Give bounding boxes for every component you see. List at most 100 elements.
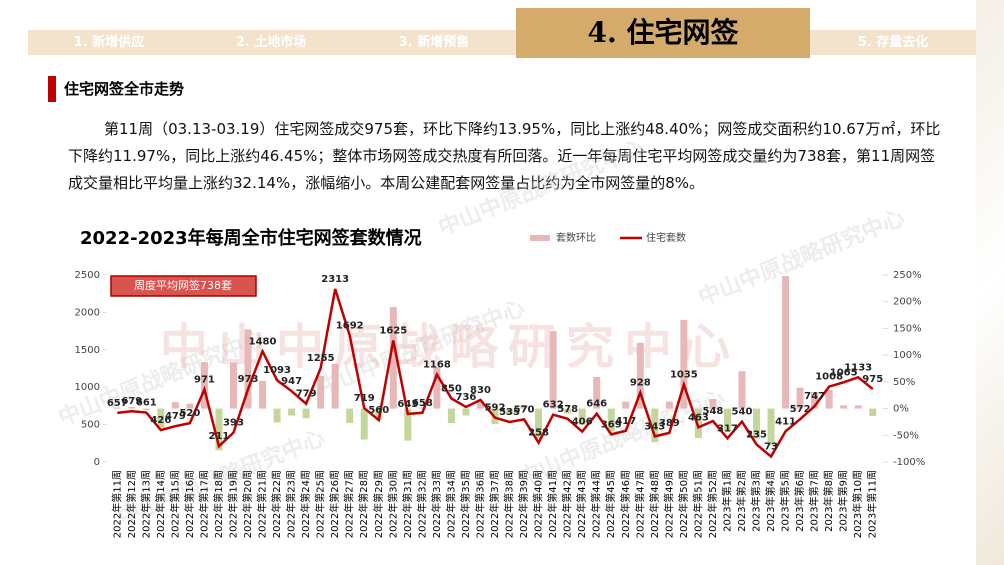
data-label: 592: [485, 403, 506, 414]
bar: [346, 408, 354, 423]
data-label: 426: [150, 415, 171, 426]
bar: [476, 401, 484, 409]
bar: [782, 276, 790, 409]
nav-tab[interactable]: 5. 存量去化: [857, 35, 929, 50]
bar: [723, 408, 731, 432]
x-tick-label: 2023年第9周: [837, 470, 850, 532]
data-label: 971: [194, 374, 215, 385]
y-tick-label: 2000: [75, 307, 100, 318]
x-tick-label: 2022年第37周: [488, 470, 501, 538]
x-tick-label: 2022年第23周: [285, 470, 298, 538]
bar: [811, 392, 819, 409]
y-tick-label: 2500: [75, 270, 100, 281]
data-label: 679: [121, 396, 142, 407]
data-label: 643: [397, 399, 418, 410]
bar: [128, 406, 136, 409]
x-tick-label: 2023年第5周: [779, 470, 792, 532]
bar: [171, 402, 179, 409]
x-tick-label: 2022年第16周: [183, 470, 196, 538]
y2-tick-label: -50%: [893, 430, 919, 441]
bar: [738, 371, 746, 409]
x-tick-label: 2022年第14周: [154, 470, 167, 538]
y2-tick-label: 200%: [893, 297, 922, 308]
bar: [259, 380, 267, 409]
x-tick-label: 2022年第29周: [372, 470, 385, 538]
section-marker: [48, 76, 56, 102]
data-label: 646: [586, 399, 607, 410]
data-label: 1008: [815, 372, 843, 383]
bar: [360, 408, 368, 440]
x-tick-label: 2023年第11周: [866, 470, 879, 538]
bar: [694, 408, 702, 438]
data-label: 73: [764, 442, 778, 453]
watermark: 中山中原战略研究中心: [435, 135, 649, 242]
data-label: 747: [804, 391, 825, 402]
x-tick-label: 2022年第38周: [503, 470, 516, 538]
bar: [607, 408, 615, 432]
bar: [447, 408, 455, 423]
y2-tick-label: 250%: [893, 270, 922, 281]
x-tick-label: 2022年第35周: [459, 470, 472, 538]
data-label: 830: [470, 385, 491, 396]
data-label: 343: [644, 421, 665, 432]
bar: [288, 408, 296, 416]
x-tick-label: 2023年第10周: [851, 470, 864, 538]
bar: [244, 329, 252, 409]
x-tick-label: 2022年第34周: [444, 470, 457, 538]
x-tick-label: 2022年第47周: [633, 470, 646, 538]
bar: [113, 407, 121, 409]
x-tick-label: 2022年第22周: [270, 470, 283, 538]
nav-tab[interactable]: 4. 住宅网签: [516, 8, 810, 58]
data-label: 572: [790, 404, 811, 415]
data-label: 1035: [670, 370, 698, 381]
data-label: 975: [862, 374, 883, 385]
data-label: 520: [179, 408, 200, 419]
bar: [389, 307, 397, 409]
bar: [200, 362, 208, 409]
y2-tick-label: 150%: [893, 323, 922, 334]
annotation: 周度平均网签738套: [134, 278, 232, 292]
x-tick-label: 2022年第45周: [604, 470, 617, 538]
data-label: 661: [136, 398, 157, 409]
nav-tab[interactable]: 1. 新增供应: [73, 35, 145, 50]
x-tick-label: 2022年第28周: [357, 470, 370, 538]
legend-label: 套数环比: [556, 231, 596, 244]
bar: [549, 331, 557, 409]
y2-tick-label: 50%: [893, 377, 915, 388]
y-tick-label: 1500: [75, 345, 100, 356]
x-tick-label: 2022年第40周: [532, 470, 545, 538]
x-tick-label: 2022年第41周: [546, 470, 559, 538]
nav-tab[interactable]: 3. 新增预售: [398, 35, 470, 50]
x-tick-label: 2023年第7周: [808, 470, 821, 532]
bar: [651, 408, 659, 443]
bar: [825, 389, 833, 409]
data-label: 1065: [830, 367, 858, 378]
data-label: 928: [630, 378, 651, 389]
nav-tab[interactable]: 2. 土地市场: [235, 35, 307, 50]
x-tick-label: 2022年第31周: [401, 470, 414, 538]
paragraph: 第11周（03.13-03.19）住宅网签成交975套，环比下降约13.95%，…: [68, 120, 941, 192]
data-label: 2313: [321, 274, 349, 285]
x-tick-label: 2022年第19周: [226, 470, 239, 538]
data-label: 417: [615, 416, 636, 427]
x-tick-label: 2022年第51周: [691, 470, 704, 538]
bar: [636, 342, 644, 409]
x-tick-label: 2023年第1周: [720, 470, 733, 532]
bar: [404, 408, 412, 441]
data-label: 736: [456, 392, 477, 403]
x-tick-label: 2022年第11周: [110, 470, 123, 538]
x-tick-label: 2023年第4周: [764, 470, 777, 532]
x-tick-label: 2022年第13周: [139, 470, 152, 538]
line: [117, 288, 874, 459]
bar: [535, 408, 543, 438]
y-tick-label: 0: [94, 457, 100, 468]
data-label: 1133: [844, 362, 872, 373]
bar: [578, 408, 586, 425]
bar: [796, 387, 804, 409]
x-tick-label: 2022年第33周: [430, 470, 443, 538]
data-label: 779: [296, 389, 317, 400]
x-tick-label: 2022年第43周: [575, 470, 588, 538]
y-tick-label: 1000: [75, 382, 100, 393]
